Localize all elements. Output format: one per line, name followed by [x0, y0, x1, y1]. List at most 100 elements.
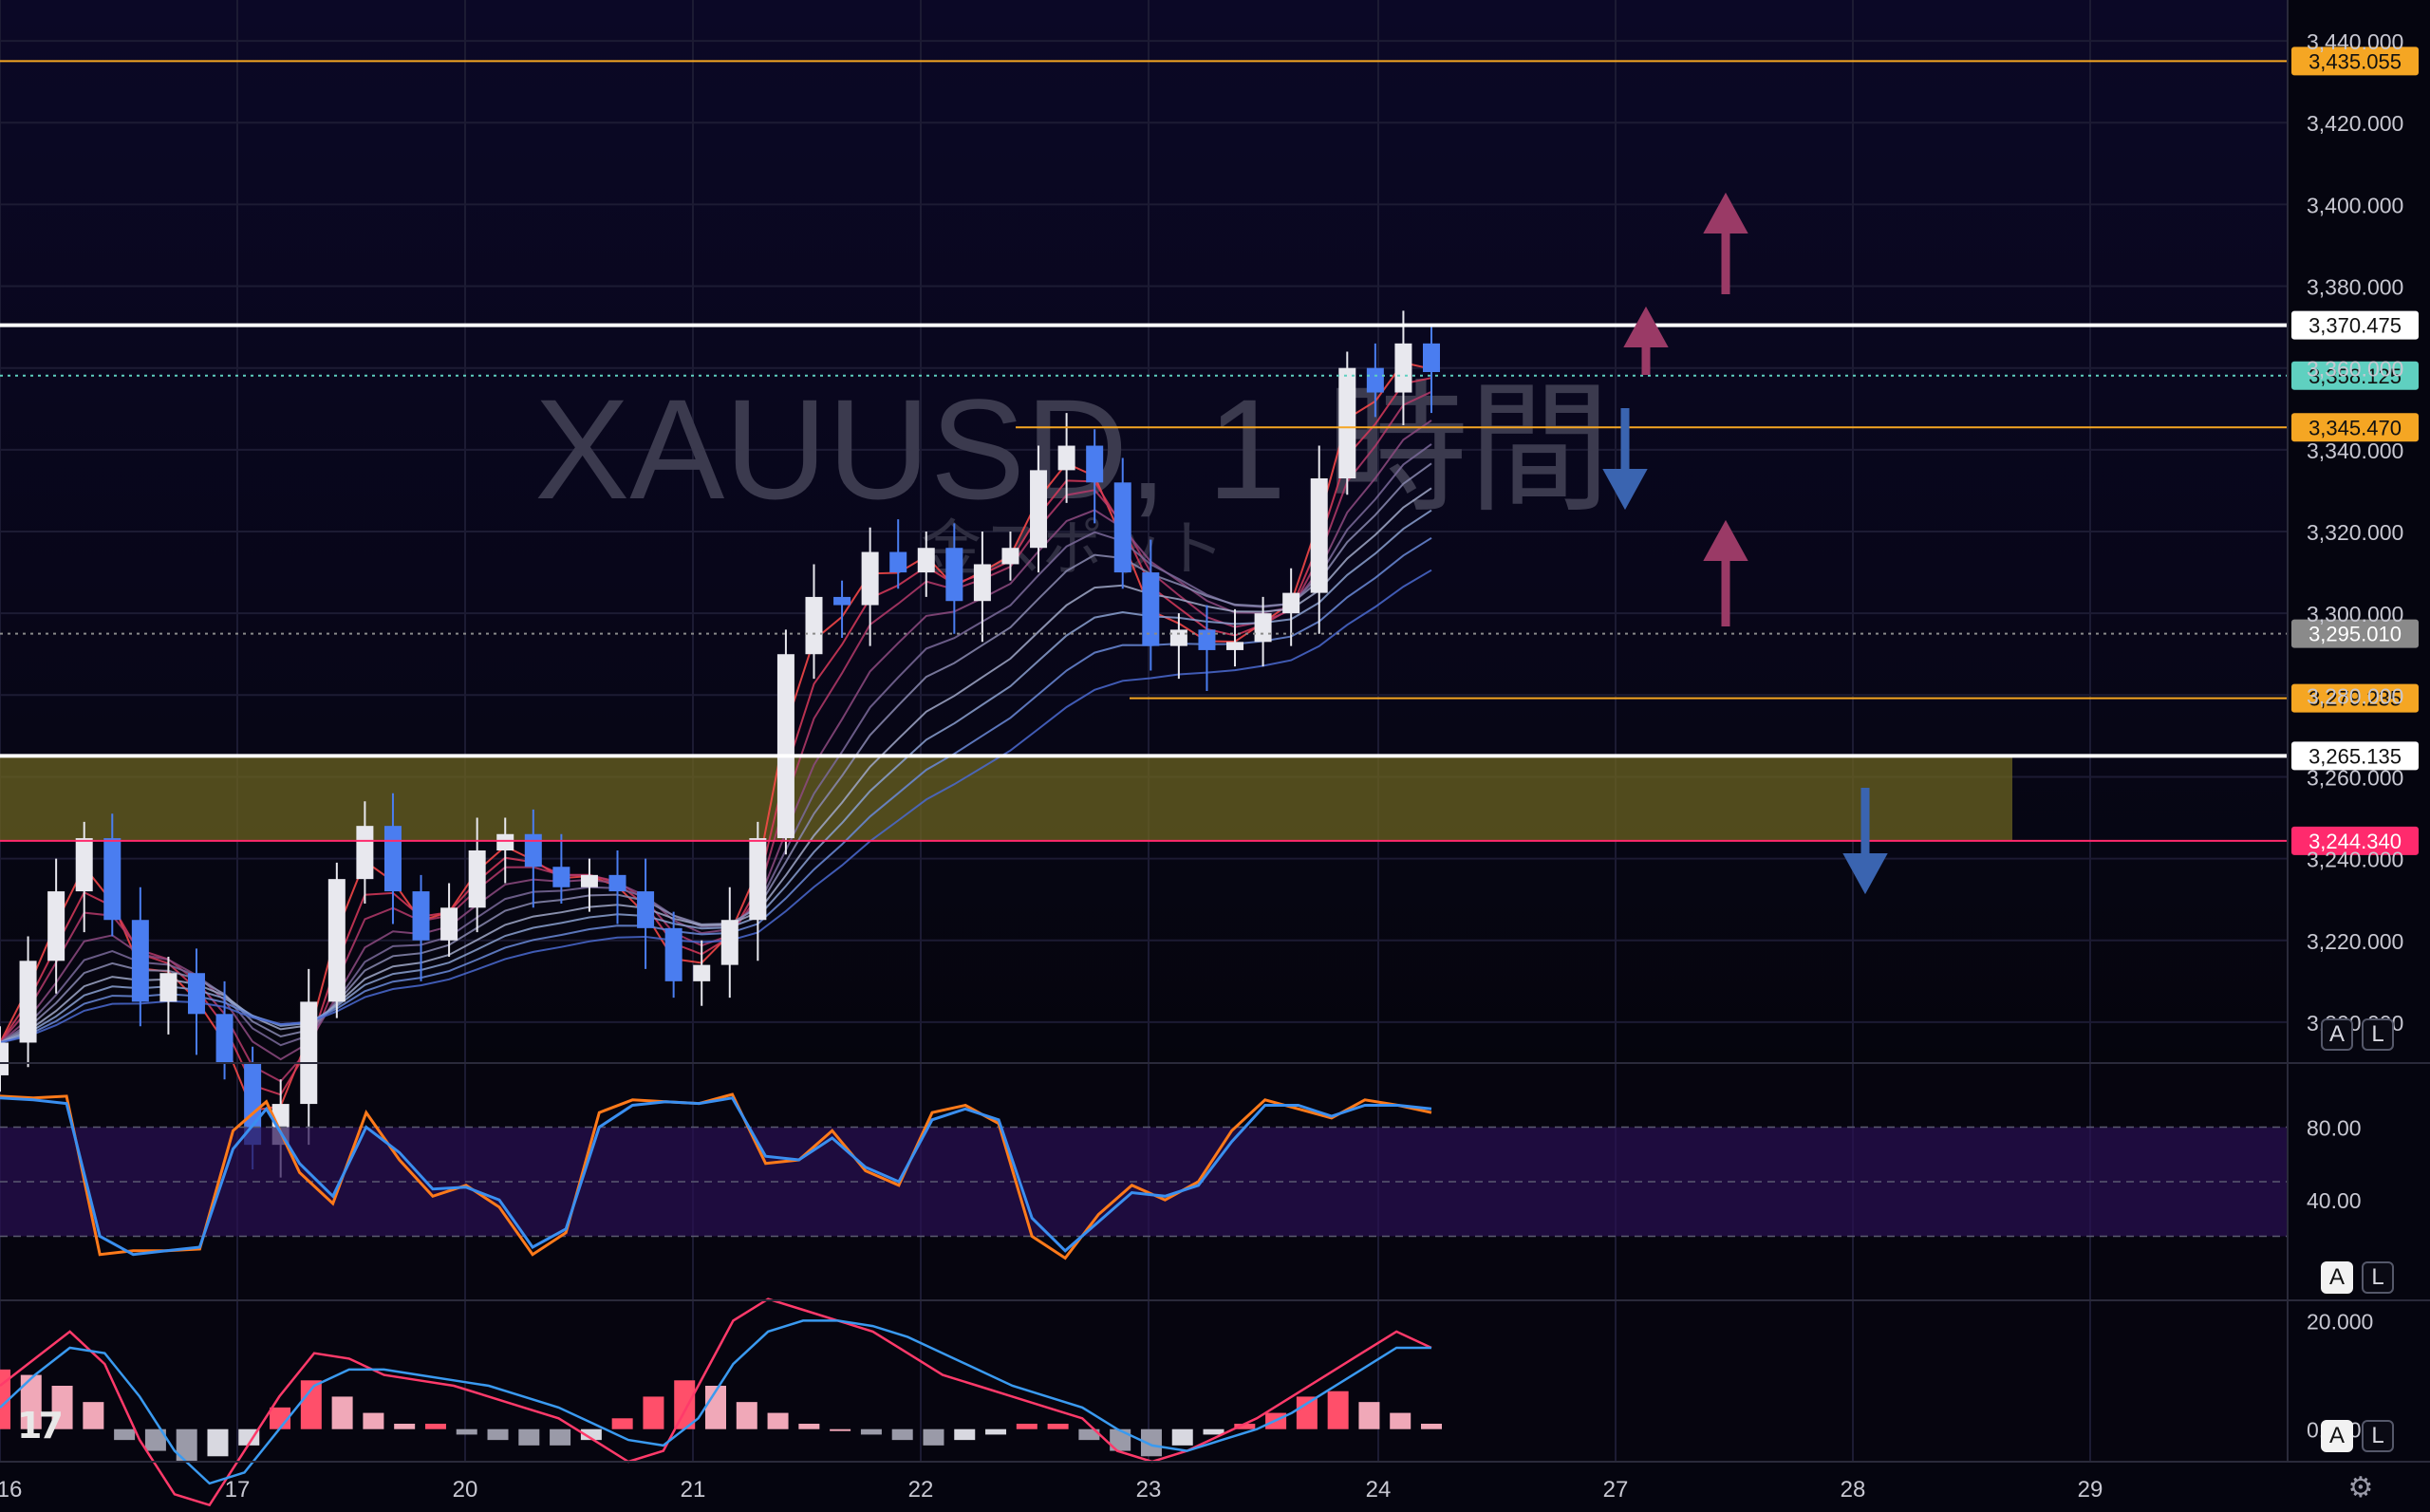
- candle-body: [1338, 367, 1356, 478]
- macd-signal-line: [0, 1319, 1431, 1485]
- x-tick-label: 20: [453, 1477, 478, 1503]
- price-level-tag: [2291, 47, 2419, 76]
- y-tick-label: 3,420.000: [2307, 111, 2403, 136]
- candle-body: [300, 1001, 318, 1105]
- candle-body: [1057, 445, 1075, 471]
- candle-body: [187, 973, 205, 1015]
- macd-histogram-bar: [207, 1428, 229, 1457]
- ma-ribbon-line: [0, 377, 1432, 1096]
- x-tick-label: 22: [908, 1477, 934, 1503]
- price-level-label: 3,265.135: [2308, 744, 2402, 768]
- price-level-tag: [2291, 741, 2419, 771]
- candle-body: [917, 548, 935, 573]
- auto-scale-button[interactable]: A: [2321, 1018, 2353, 1051]
- annotation-arrows: [1602, 192, 1888, 895]
- stoch-tick-label: 80.00: [2307, 1116, 2362, 1141]
- gear-icon[interactable]: ⚙: [2347, 1470, 2374, 1504]
- tradingview-logo: 17: [17, 1405, 64, 1447]
- log-scale-button[interactable]: L: [2362, 1261, 2394, 1294]
- macd-histogram-bar: [860, 1428, 882, 1435]
- candle-body: [1001, 548, 1019, 565]
- candle-body: [1423, 343, 1440, 372]
- candle-body: [19, 961, 37, 1043]
- auto-scale-button[interactable]: A: [2321, 1261, 2353, 1294]
- candle-body: [440, 907, 458, 941]
- arrow-up-icon: [1703, 192, 1748, 233]
- price-level-label: 3,370.475: [2308, 314, 2402, 338]
- macd-histogram-bar: [456, 1428, 477, 1435]
- x-tick-label: 23: [1136, 1477, 1162, 1503]
- macd-histogram-bar: [1140, 1428, 1162, 1457]
- candle-body: [244, 1063, 262, 1146]
- macd-histogram-bar: [518, 1428, 540, 1446]
- price-level-label: 3,295.010: [2308, 623, 2402, 646]
- macd-histogram-bar: [176, 1428, 197, 1462]
- price-levels: 3,435.055 3,370.475 3,358.125 3,345.470 3,29…: [0, 47, 2419, 855]
- y-tick-label: 3,440.000: [2307, 29, 2403, 54]
- candle-body: [327, 879, 346, 1002]
- x-tick-label: 21: [681, 1477, 706, 1503]
- candle-body: [693, 964, 711, 981]
- candle-body: [664, 927, 682, 981]
- macd-tick-label: 20.000: [2307, 1309, 2373, 1334]
- macd-histogram-bar: [580, 1428, 602, 1441]
- candle-body: [524, 833, 542, 868]
- stochastic-pane: [0, 1092, 2288, 1260]
- price-level-label: 3,244.340: [2308, 830, 2402, 853]
- price-level-label: 3,435.055: [2308, 49, 2402, 73]
- macd-histogram-bar: [954, 1428, 976, 1441]
- arrow-down-icon: [1842, 853, 1888, 895]
- y-tick-label: 3,340.000: [2307, 439, 2403, 463]
- candle-body: [608, 874, 626, 892]
- y-tick-label: 3,240.000: [2307, 848, 2403, 872]
- candle-body: [1198, 629, 1216, 650]
- price-level-tag: [2291, 310, 2419, 340]
- candle-body: [1030, 470, 1048, 549]
- stoch-k-line: [0, 1092, 1432, 1260]
- price-level-label: 3,358.125: [2308, 364, 2402, 388]
- macd-histogram-bar: [1078, 1428, 1100, 1441]
- x-tick-label: 29: [2078, 1477, 2103, 1503]
- candle-body: [973, 564, 991, 602]
- candle-body: [1142, 572, 1160, 646]
- candle-body: [833, 596, 851, 606]
- candle-body: [1310, 478, 1328, 593]
- price-level-label: 3,345.470: [2308, 416, 2402, 439]
- stoch-tick-label: 40.00: [2307, 1188, 2362, 1213]
- macd-histogram-bar: [1390, 1412, 1411, 1429]
- price-level-tag: [2291, 826, 2419, 855]
- macd-histogram-bar: [643, 1396, 664, 1429]
- macd-histogram-bar: [1016, 1424, 1037, 1429]
- macd-histogram-bar: [1421, 1424, 1442, 1429]
- macd-histogram-bar: [424, 1424, 446, 1429]
- candle-body: [945, 548, 963, 602]
- auto-scale-button[interactable]: A: [2321, 1420, 2353, 1452]
- macd-histogram-bar: [985, 1428, 1007, 1435]
- log-scale-button[interactable]: L: [2362, 1420, 2394, 1452]
- y-tick-label: 3,280.000: [2307, 683, 2403, 708]
- price-level-tag: [2291, 361, 2419, 390]
- macd-histogram-bar: [1358, 1402, 1380, 1429]
- macd-histogram-bar: [331, 1396, 353, 1429]
- candle-body: [776, 654, 794, 839]
- candle-body: [383, 826, 402, 892]
- candle-body: [1226, 642, 1244, 650]
- candle-body: [412, 891, 430, 941]
- macd-histogram-bar: [270, 1407, 291, 1429]
- x-tick-label: 17: [225, 1477, 251, 1503]
- macd-histogram-bar: [1047, 1424, 1069, 1429]
- log-scale-button[interactable]: L: [2362, 1018, 2394, 1051]
- macd-histogram-bar: [20, 1374, 42, 1429]
- macd-histogram-bar: [767, 1412, 789, 1429]
- macd-histogram-bar: [83, 1402, 104, 1429]
- ma-ribbon-line: [0, 509, 1432, 1044]
- macd-histogram-bar: [1234, 1424, 1256, 1429]
- macd-histogram-bar: [114, 1428, 136, 1441]
- y-tick-label: 3,320.000: [2307, 520, 2403, 545]
- price-level-tag: [2291, 619, 2419, 648]
- macd-histogram-bar: [1327, 1391, 1349, 1429]
- moving-average-ribbon: [0, 361, 1432, 1112]
- macd-histogram-bar: [705, 1386, 726, 1429]
- candle-body: [1086, 445, 1104, 483]
